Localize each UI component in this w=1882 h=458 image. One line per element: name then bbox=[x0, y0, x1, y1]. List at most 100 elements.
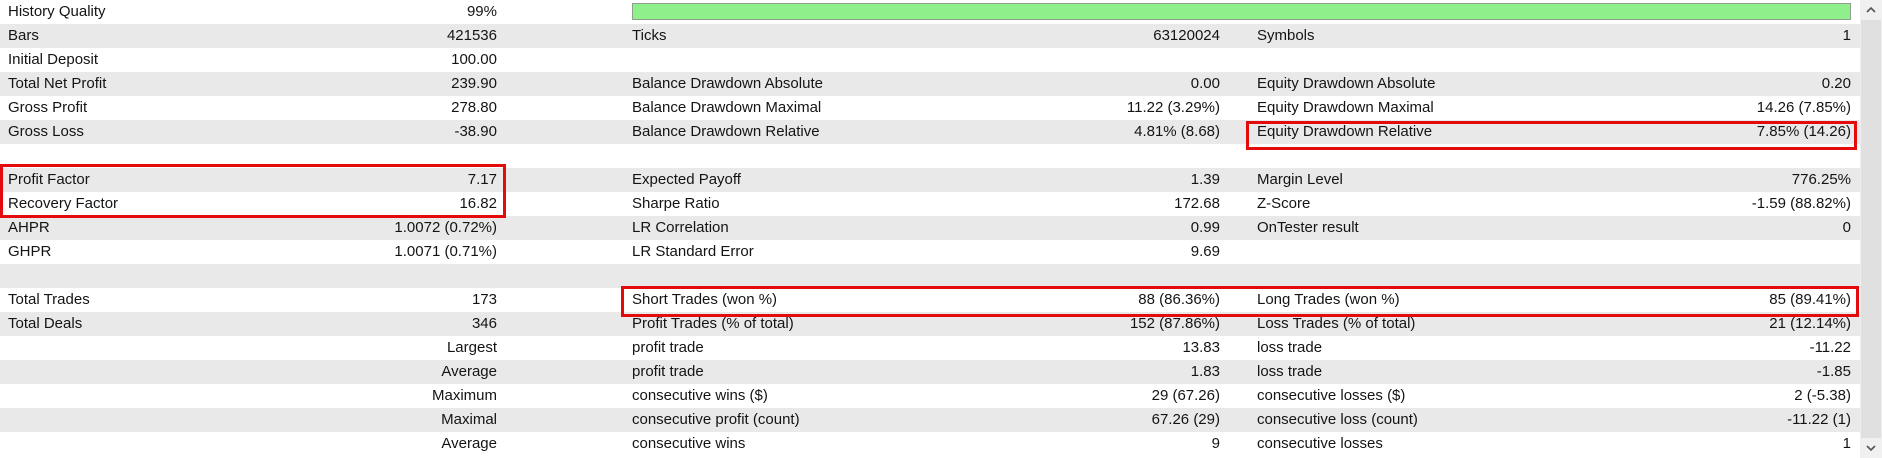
report-row: Maximum consecutive wins ($) 29 (67.26) con… bbox=[0, 384, 1882, 408]
metric-value-col2: 29 (67.26) bbox=[1151, 387, 1220, 404]
metric-label-col3: Margin Level bbox=[1257, 171, 1343, 188]
chevron-down-icon bbox=[1866, 445, 1876, 452]
metric-value-col3: 85 (89.41%) bbox=[1769, 291, 1851, 308]
metric-value-col2: 1.39 bbox=[1190, 171, 1220, 188]
metric-value-col1: 278.80 bbox=[451, 99, 497, 116]
metric-value-col1: Average bbox=[441, 435, 497, 452]
metric-value-col2: 1.83 bbox=[1190, 363, 1220, 380]
report-row: Gross Profit 278.80 Balance Drawdown Maxim… bbox=[0, 96, 1882, 120]
metric-value-col2: 9 bbox=[1211, 435, 1220, 452]
metric-label-col2: LR Correlation bbox=[632, 219, 729, 236]
metric-label-col3: Symbols bbox=[1257, 27, 1315, 44]
metric-label-col1: GHPR bbox=[8, 243, 52, 260]
metric-label-col2: Expected Payoff bbox=[632, 171, 741, 188]
metric-value-col1: 7.17 bbox=[467, 171, 497, 188]
metric-label-col3: consecutive losses bbox=[1257, 435, 1383, 452]
report-row: Average profit trade 1.83 loss trade -1.85 bbox=[0, 360, 1882, 384]
metric-value-col1: 239.90 bbox=[451, 75, 497, 92]
metric-label-col2: profit trade bbox=[632, 339, 704, 356]
metric-value-col2: 4.81% (8.68) bbox=[1134, 123, 1220, 140]
metric-value-col3: 1 bbox=[1842, 435, 1851, 452]
metric-value-col1: -38.90 bbox=[454, 123, 497, 140]
report-row: GHPR 1.0071 (0.71%) LR Standard Error 9.69 bbox=[0, 240, 1882, 264]
metric-label-col2: consecutive wins bbox=[632, 435, 746, 452]
metric-label-col3: Equity Drawdown Absolute bbox=[1257, 75, 1436, 92]
metric-label-col3: Equity Drawdown Maximal bbox=[1257, 99, 1434, 116]
metric-label-col3: loss trade bbox=[1257, 339, 1323, 356]
metric-value-col3: 7.85% (14.26) bbox=[1756, 123, 1851, 140]
metric-value-col3: 776.25% bbox=[1791, 171, 1851, 188]
report-row: Profit Factor 7.17 Expected Payoff 1.39 Marg… bbox=[0, 168, 1882, 192]
metric-label-col2: profit trade bbox=[632, 363, 704, 380]
metric-label-col2: Ticks bbox=[632, 27, 667, 44]
metric-label-col2: Balance Drawdown Relative bbox=[632, 123, 820, 140]
metric-label-col1: Total Deals bbox=[8, 315, 83, 332]
metric-label-col1: Profit Factor bbox=[8, 171, 90, 188]
metric-value-col1: 1.0072 (0.72%) bbox=[394, 219, 497, 236]
report-row: History Quality 99% bbox=[0, 0, 1882, 24]
metric-value-col2: 152 (87.86%) bbox=[1129, 315, 1220, 332]
metric-value-col1: 16.82 bbox=[459, 195, 497, 212]
metric-value-col2: 172.68 bbox=[1174, 195, 1220, 212]
metric-value-col1: 346 bbox=[471, 315, 497, 332]
metric-label-col1: Recovery Factor bbox=[8, 195, 119, 212]
metric-label-col2: Profit Trades (% of total) bbox=[632, 315, 794, 332]
report-row: Average consecutive wins 9 consecutive loss… bbox=[0, 432, 1882, 456]
metric-label-col2: consecutive wins ($) bbox=[632, 387, 768, 404]
report-row: Recovery Factor 16.82 Sharpe Ratio 172.68 Z-… bbox=[0, 192, 1882, 216]
metric-label-col2: Balance Drawdown Maximal bbox=[632, 99, 822, 116]
report-row bbox=[0, 144, 1882, 168]
metric-value-col1: 421536 bbox=[446, 27, 497, 44]
metric-label-col2: Balance Drawdown Absolute bbox=[632, 75, 823, 92]
scrollbar-thumb[interactable] bbox=[1861, 20, 1881, 438]
metric-value-col1: 99% bbox=[466, 3, 497, 20]
report-row: Total Trades 173 Short Trades (won %) 88 (8… bbox=[0, 288, 1882, 312]
metric-value-col3: -11.22 bbox=[1809, 339, 1851, 356]
metric-label-col3: consecutive loss (count) bbox=[1257, 411, 1418, 428]
metric-label-col2: consecutive profit (count) bbox=[632, 411, 800, 428]
metric-value-col3: 1 bbox=[1842, 27, 1851, 44]
scroll-down-button[interactable] bbox=[1860, 438, 1882, 458]
report-row: Initial Deposit 100.00 bbox=[0, 48, 1882, 72]
metric-value-col3: -1.59 (88.82%) bbox=[1751, 195, 1851, 212]
metric-label-col1: History Quality bbox=[8, 3, 106, 20]
metric-label-col3: Long Trades (won %) bbox=[1257, 291, 1400, 308]
metric-value-col3: -11.22 (1) bbox=[1787, 411, 1851, 428]
metric-label-col3: Z-Score bbox=[1257, 195, 1311, 212]
metric-value-col3: -1.85 bbox=[1816, 363, 1851, 380]
report-row: Bars 421536 Ticks 63120024 Symbols 1 bbox=[0, 24, 1882, 48]
chevron-up-icon bbox=[1866, 6, 1876, 13]
metric-value-col2: 0.99 bbox=[1190, 219, 1220, 236]
metric-label-col2: Sharpe Ratio bbox=[632, 195, 720, 212]
metric-value-col1: Maximal bbox=[441, 411, 497, 428]
metric-value-col1: Largest bbox=[446, 339, 497, 356]
report-row: Total Deals 346 Profit Trades (% of total)… bbox=[0, 312, 1882, 336]
progress-bar bbox=[632, 3, 1851, 20]
metric-label-col3: consecutive losses ($) bbox=[1257, 387, 1406, 404]
metric-value-col3: 2 (-5.38) bbox=[1794, 387, 1851, 404]
vertical-scrollbar[interactable] bbox=[1860, 0, 1882, 458]
metric-value-col1: Maximum bbox=[431, 387, 497, 404]
report-row: Gross Loss -38.90 Balance Drawdown Relativ… bbox=[0, 120, 1882, 144]
metric-value-col3: 0.20 bbox=[1821, 75, 1851, 92]
metric-label-col1: Total Trades bbox=[8, 291, 90, 308]
metric-value-col3: 14.26 (7.85%) bbox=[1756, 99, 1851, 116]
metric-value-col2: 63120024 bbox=[1153, 27, 1220, 44]
report-row: Total Net Profit 239.90 Balance Drawdown A… bbox=[0, 72, 1882, 96]
metric-label-col1: Total Net Profit bbox=[8, 75, 107, 92]
metric-label-col3: loss trade bbox=[1257, 363, 1323, 380]
metric-label-col1: Gross Profit bbox=[8, 99, 88, 116]
metric-label-col1: Bars bbox=[8, 27, 39, 44]
report-row: Largest profit trade 13.83 loss trade -11.22 bbox=[0, 336, 1882, 360]
metric-value-col1: 173 bbox=[471, 291, 497, 308]
scroll-up-button[interactable] bbox=[1860, 0, 1882, 20]
report-row: Maximal consecutive profit (count) 67.26 (… bbox=[0, 408, 1882, 432]
metric-value-col2: 88 (86.36%) bbox=[1138, 291, 1220, 308]
metric-label-col2: LR Standard Error bbox=[632, 243, 754, 260]
metric-value-col1: 100.00 bbox=[451, 51, 497, 68]
metric-label-col2: Short Trades (won %) bbox=[632, 291, 778, 308]
metric-label-col1: AHPR bbox=[8, 219, 50, 236]
metric-value-col2: 9.69 bbox=[1190, 243, 1220, 260]
metric-label-col3: OnTester result bbox=[1257, 219, 1359, 236]
metric-label-col1: Initial Deposit bbox=[8, 51, 99, 68]
